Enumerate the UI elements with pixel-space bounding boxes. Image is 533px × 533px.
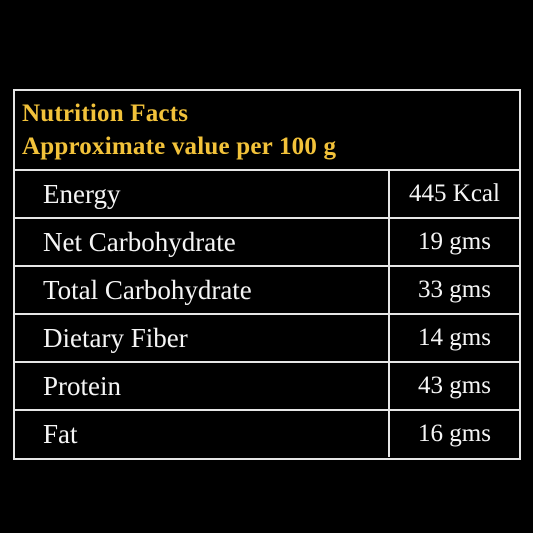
nutrition-header: Nutrition Facts Approximate value per 10… [15,91,519,171]
table-row: Net Carbohydrate 19 gms [15,218,519,266]
nutrient-amount: 33 gms [418,276,491,303]
panel-title: Nutrition Facts [22,100,189,127]
table-row: Energy 445 Kcal [15,171,519,218]
table-row: Fat 16 gms [15,410,519,457]
nutrient-amount: 14 gms [418,324,491,351]
nutrient-amount: 43 gms [418,372,491,399]
table-row: Protein 43 gms [15,362,519,410]
nutrient-name: Protein [15,362,390,410]
nutrient-name: Total Carbohydrate [15,266,390,314]
nutrient-amount: 16 gms [418,420,491,447]
nutrient-name: Net Carbohydrate [15,218,390,266]
panel-subtitle: Approximate value per 100 g [22,133,337,160]
nutrition-table: Energy 445 Kcal Net Carbohydrate 19 gms … [15,171,519,457]
nutrition-facts-panel: Nutrition Facts Approximate value per 10… [13,89,521,460]
nutrient-amount: 19 gms [418,228,491,255]
nutrient-name: Dietary Fiber [15,314,390,362]
table-row: Dietary Fiber 14 gms [15,314,519,362]
nutrient-amount: 445 Kcal [409,180,500,207]
nutrient-name: Energy [15,171,390,218]
nutrient-name: Fat [15,410,390,457]
table-row: Total Carbohydrate 33 gms [15,266,519,314]
